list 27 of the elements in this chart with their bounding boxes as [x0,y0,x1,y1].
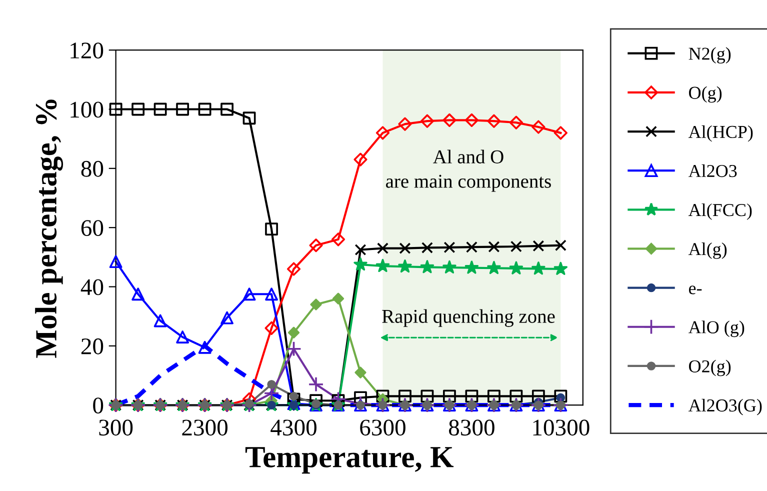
legend-label: AlO (g) [688,320,744,338]
x-tick-label: 10300 [533,420,590,436]
y-axis-title: Mole percentage, % [35,100,64,358]
legend-label: O(g) [689,86,722,103]
y-tick-label: 0 [93,398,104,414]
legend-label: N2(g) [688,47,731,64]
legend-label: Al(g) [688,242,727,259]
legend-label: Al2O3(G) [688,398,762,416]
x-tick-label: 2300 [182,420,228,436]
x-axis-title: Temperature, K [245,447,454,474]
legend-label: Al2O3 [688,164,737,178]
legend-label: Al(HCP) [688,125,753,142]
x-tick-label: 4300 [270,420,316,436]
y-tick-label: 60 [81,220,104,236]
legend-label: e- [688,286,702,294]
x-tick-label: 6300 [360,420,406,436]
x-tick-label: 300 [99,420,133,436]
y-tick-label: 120 [70,42,104,59]
legend-label: Al(FCC) [688,203,752,220]
annotation: Al and O are main components [386,150,551,192]
annotation: Rapid quenching zone [382,309,555,327]
y-tick-label: 80 [81,160,104,177]
y-tick-label: 40 [80,279,104,296]
legend-label: O2(g) [689,360,731,376]
x-tick-label: 8300 [448,420,494,436]
y-tick-label: 20 [81,338,104,354]
y-tick-label: 100 [70,102,104,118]
